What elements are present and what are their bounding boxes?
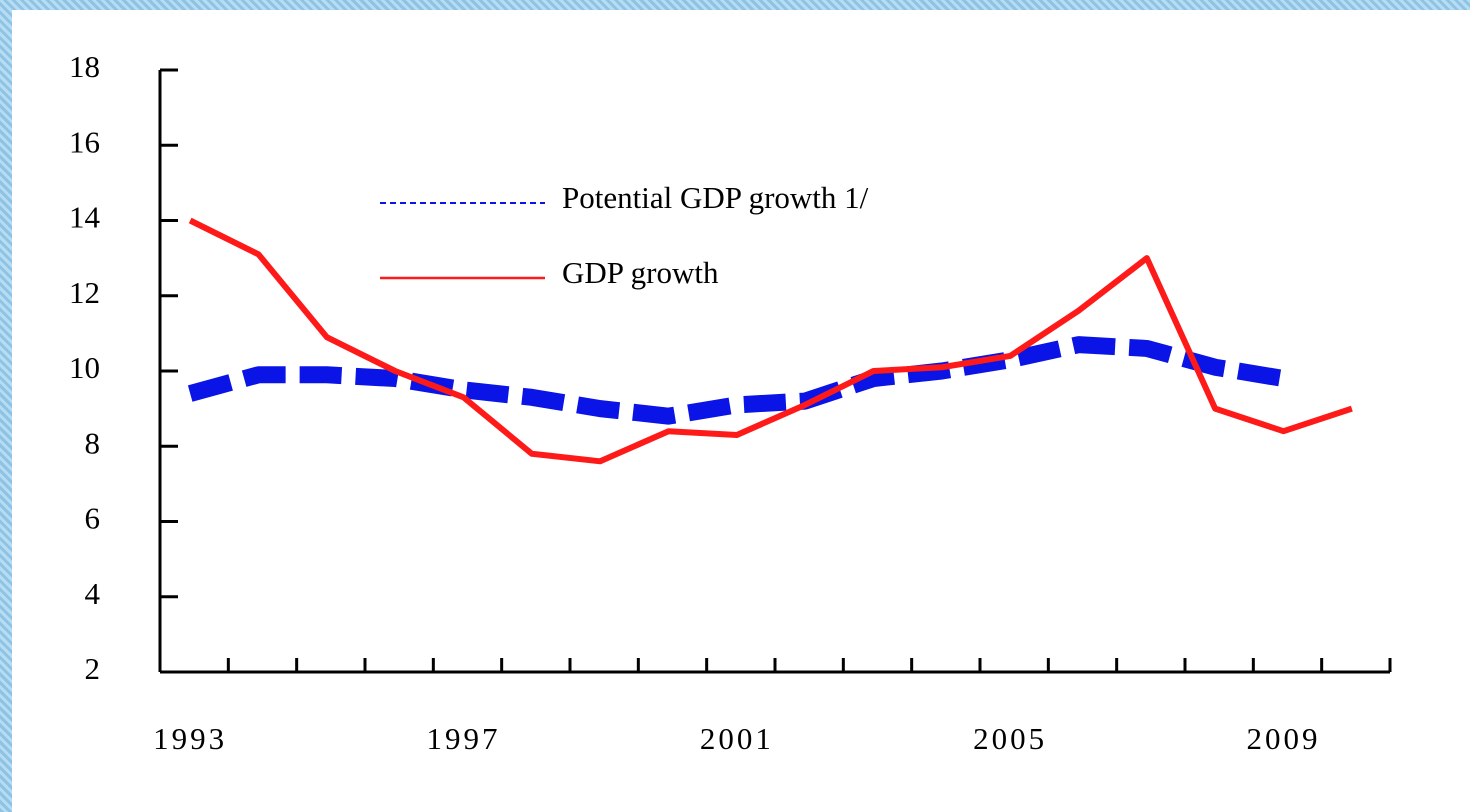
y-tick-label: 16 [69,124,100,159]
y-tick-label: 18 [69,49,100,84]
series-line [188,217,1353,465]
y-tick-label: 10 [69,350,100,385]
x-tick-label: 2005 [973,721,1047,756]
legend-label: GDP growth [562,255,719,290]
y-tick-label: 4 [85,576,101,611]
series-line [187,336,1285,425]
y-tick-label: 12 [69,275,100,310]
legend-label: Potential GDP growth 1/ [562,180,869,215]
x-tick-label: 1997 [427,721,501,756]
y-tick-label: 6 [85,501,101,536]
x-tick-label: 2001 [700,721,774,756]
x-tick-label: 2009 [1247,721,1321,756]
y-tick-label: 14 [69,200,101,235]
y-tick-label: 8 [85,425,101,460]
x-tick-label: 1993 [153,721,227,756]
y-tick-label: 2 [85,651,101,686]
